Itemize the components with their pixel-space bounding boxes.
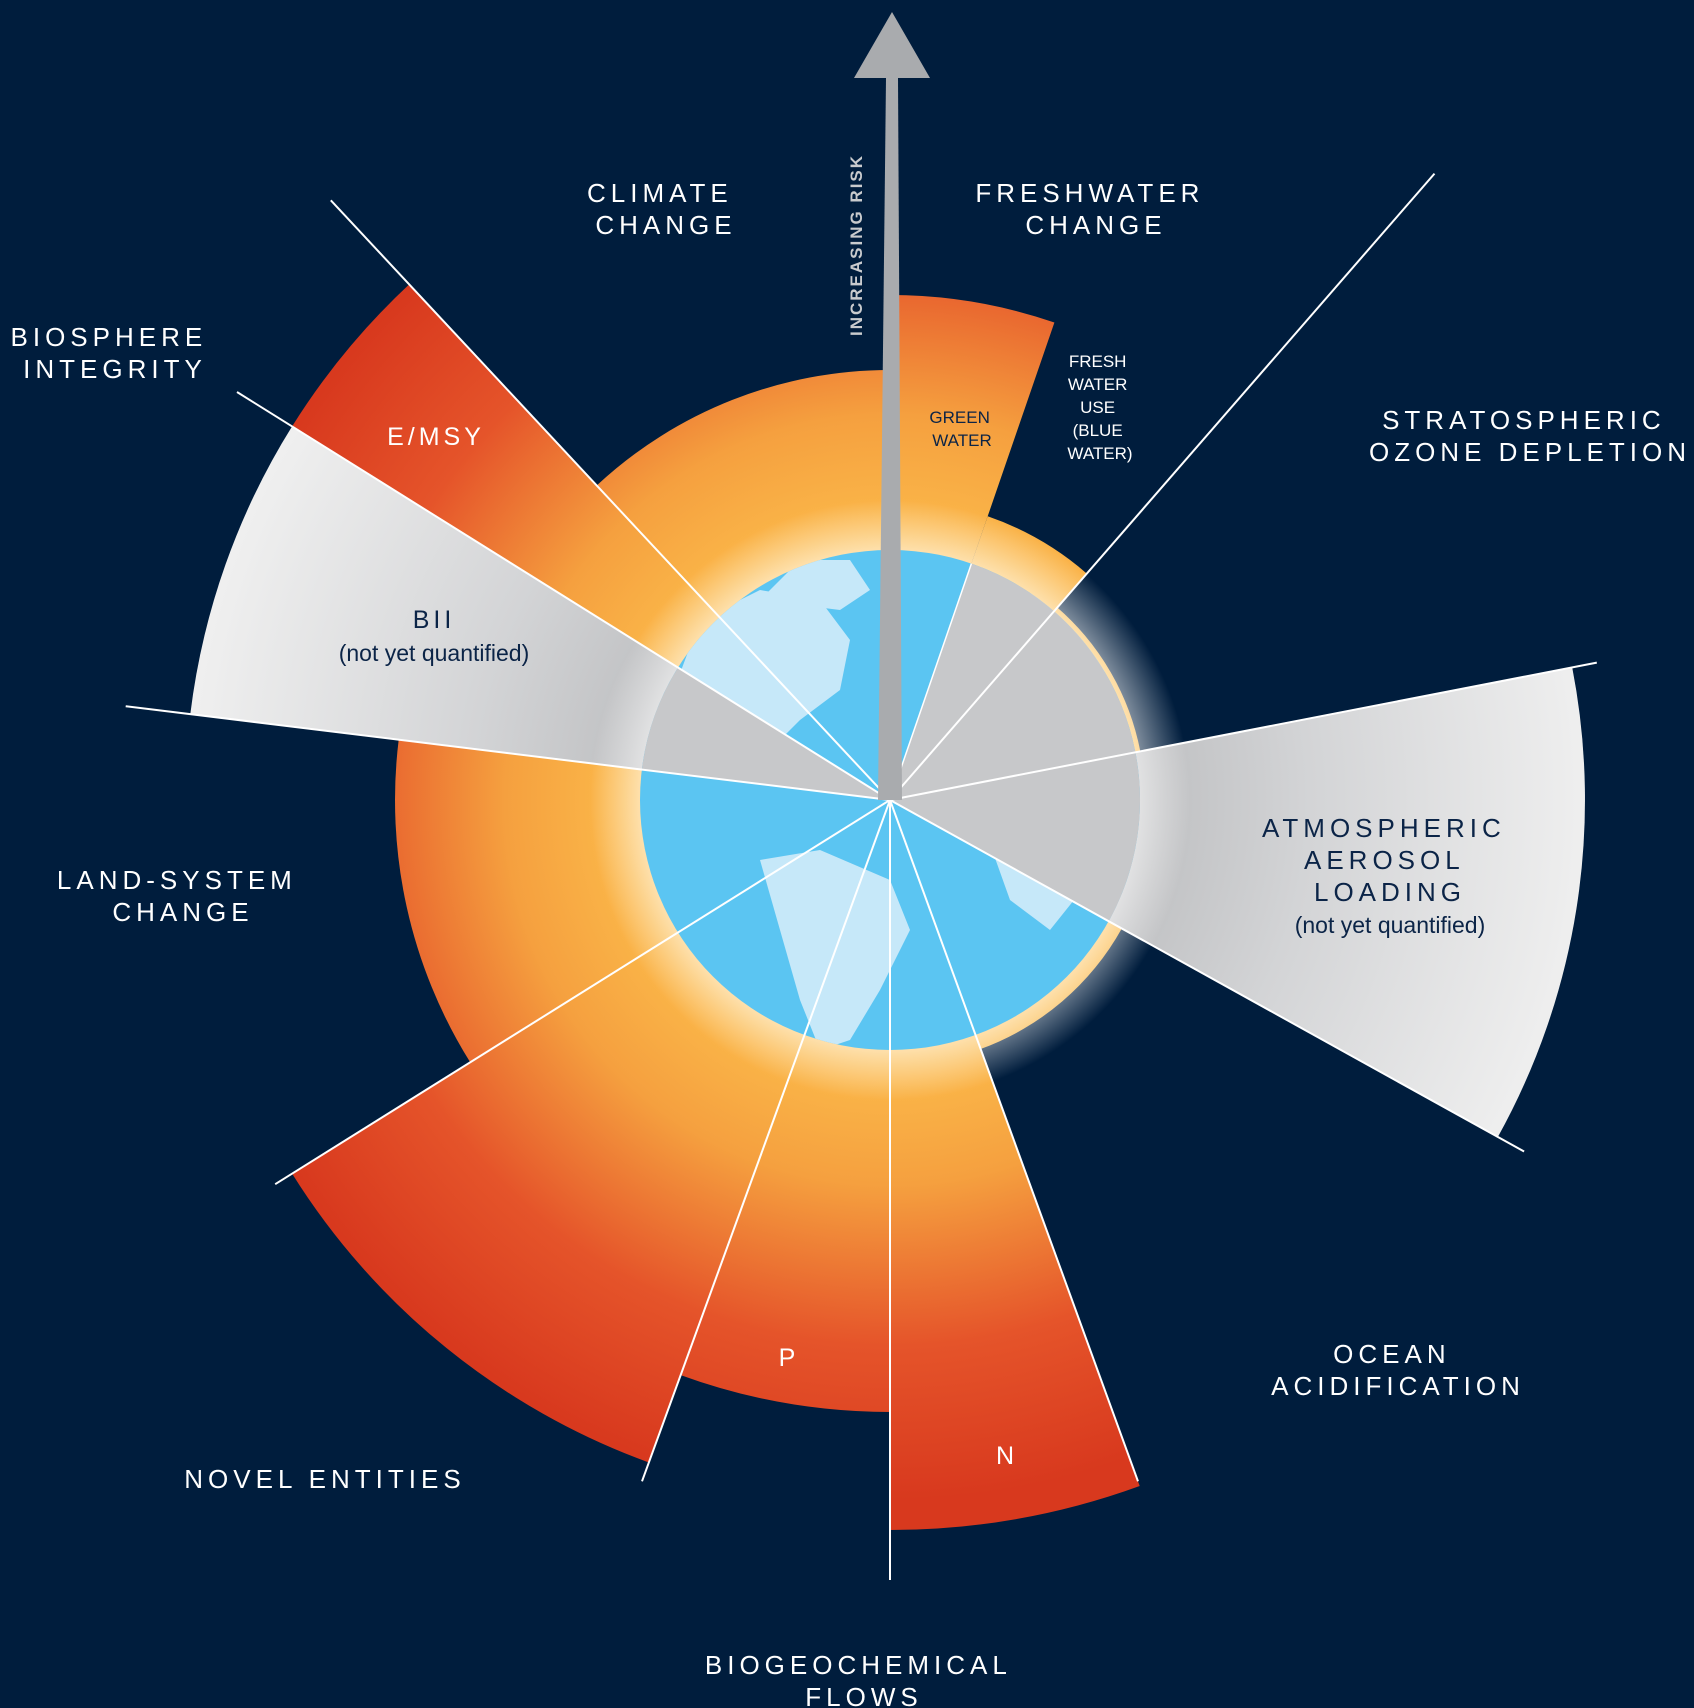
label-aerosol-loading: ATMOSPHERIC AEROSOL LOADING	[1262, 813, 1518, 907]
earth-grey-aerosol	[890, 752, 1141, 922]
earth-grey-overlay	[641, 563, 1141, 922]
label-ocean-acidification: OCEAN ACIDIFICATION	[1271, 1339, 1525, 1401]
divider-line-freshwater-inner	[889, 563, 973, 801]
label-biogeochemical-flows: BIOGEOCHEMICAL FLOWS	[705, 1650, 1023, 1708]
divider-line-1	[889, 661, 1597, 801]
earth-grey-bii	[641, 667, 890, 800]
divider-line-9	[330, 199, 891, 801]
label-blue-water: FRESH WATER USE (BLUE WATER)	[1067, 352, 1132, 463]
earth-grey-ozone	[890, 611, 1136, 800]
greenland-land	[760, 560, 870, 610]
divider-line-7	[125, 705, 891, 801]
label-freshwater-change: FRESHWATER CHANGE	[975, 178, 1216, 240]
label-aerosol-note: (not yet quantified)	[1295, 912, 1486, 938]
label-emsy: E/MSY	[387, 423, 485, 451]
arrow-label: INCREASING RISK	[847, 154, 866, 336]
divider-lines	[125, 172, 1597, 1580]
divider-line-3	[889, 799, 1139, 1482]
divider-line-8	[236, 391, 891, 801]
label-climate-change: CLIMATE CHANGE	[587, 178, 745, 240]
label-bii: BII	[413, 606, 456, 634]
divider-line-6	[274, 799, 891, 1186]
divider-line-0	[889, 172, 1436, 801]
label-nitrogen: N	[996, 1442, 1018, 1470]
increasing-risk-arrow: INCREASING RISK	[847, 12, 930, 800]
label-ozone-depletion: STRATOSPHERIC OZONE DEPLETION	[1369, 405, 1691, 467]
arrow-shaft	[878, 78, 902, 800]
label-bii-note: (not yet quantified)	[339, 640, 530, 666]
label-green-water: GREEN WATER	[929, 408, 994, 450]
label-phosphorus: P	[779, 1344, 800, 1372]
label-biosphere-integrity: BIOSPHERE INTEGRITY	[11, 322, 220, 384]
divider-line-5	[641, 799, 891, 1482]
label-novel-entities: NOVEL ENTITIES	[184, 1464, 465, 1494]
earth-grey-blue-water	[890, 563, 1054, 800]
arrow-head	[854, 12, 930, 78]
divider-line-2	[889, 799, 1525, 1153]
label-land-system-change: LAND-SYSTEM CHANGE	[57, 865, 309, 927]
